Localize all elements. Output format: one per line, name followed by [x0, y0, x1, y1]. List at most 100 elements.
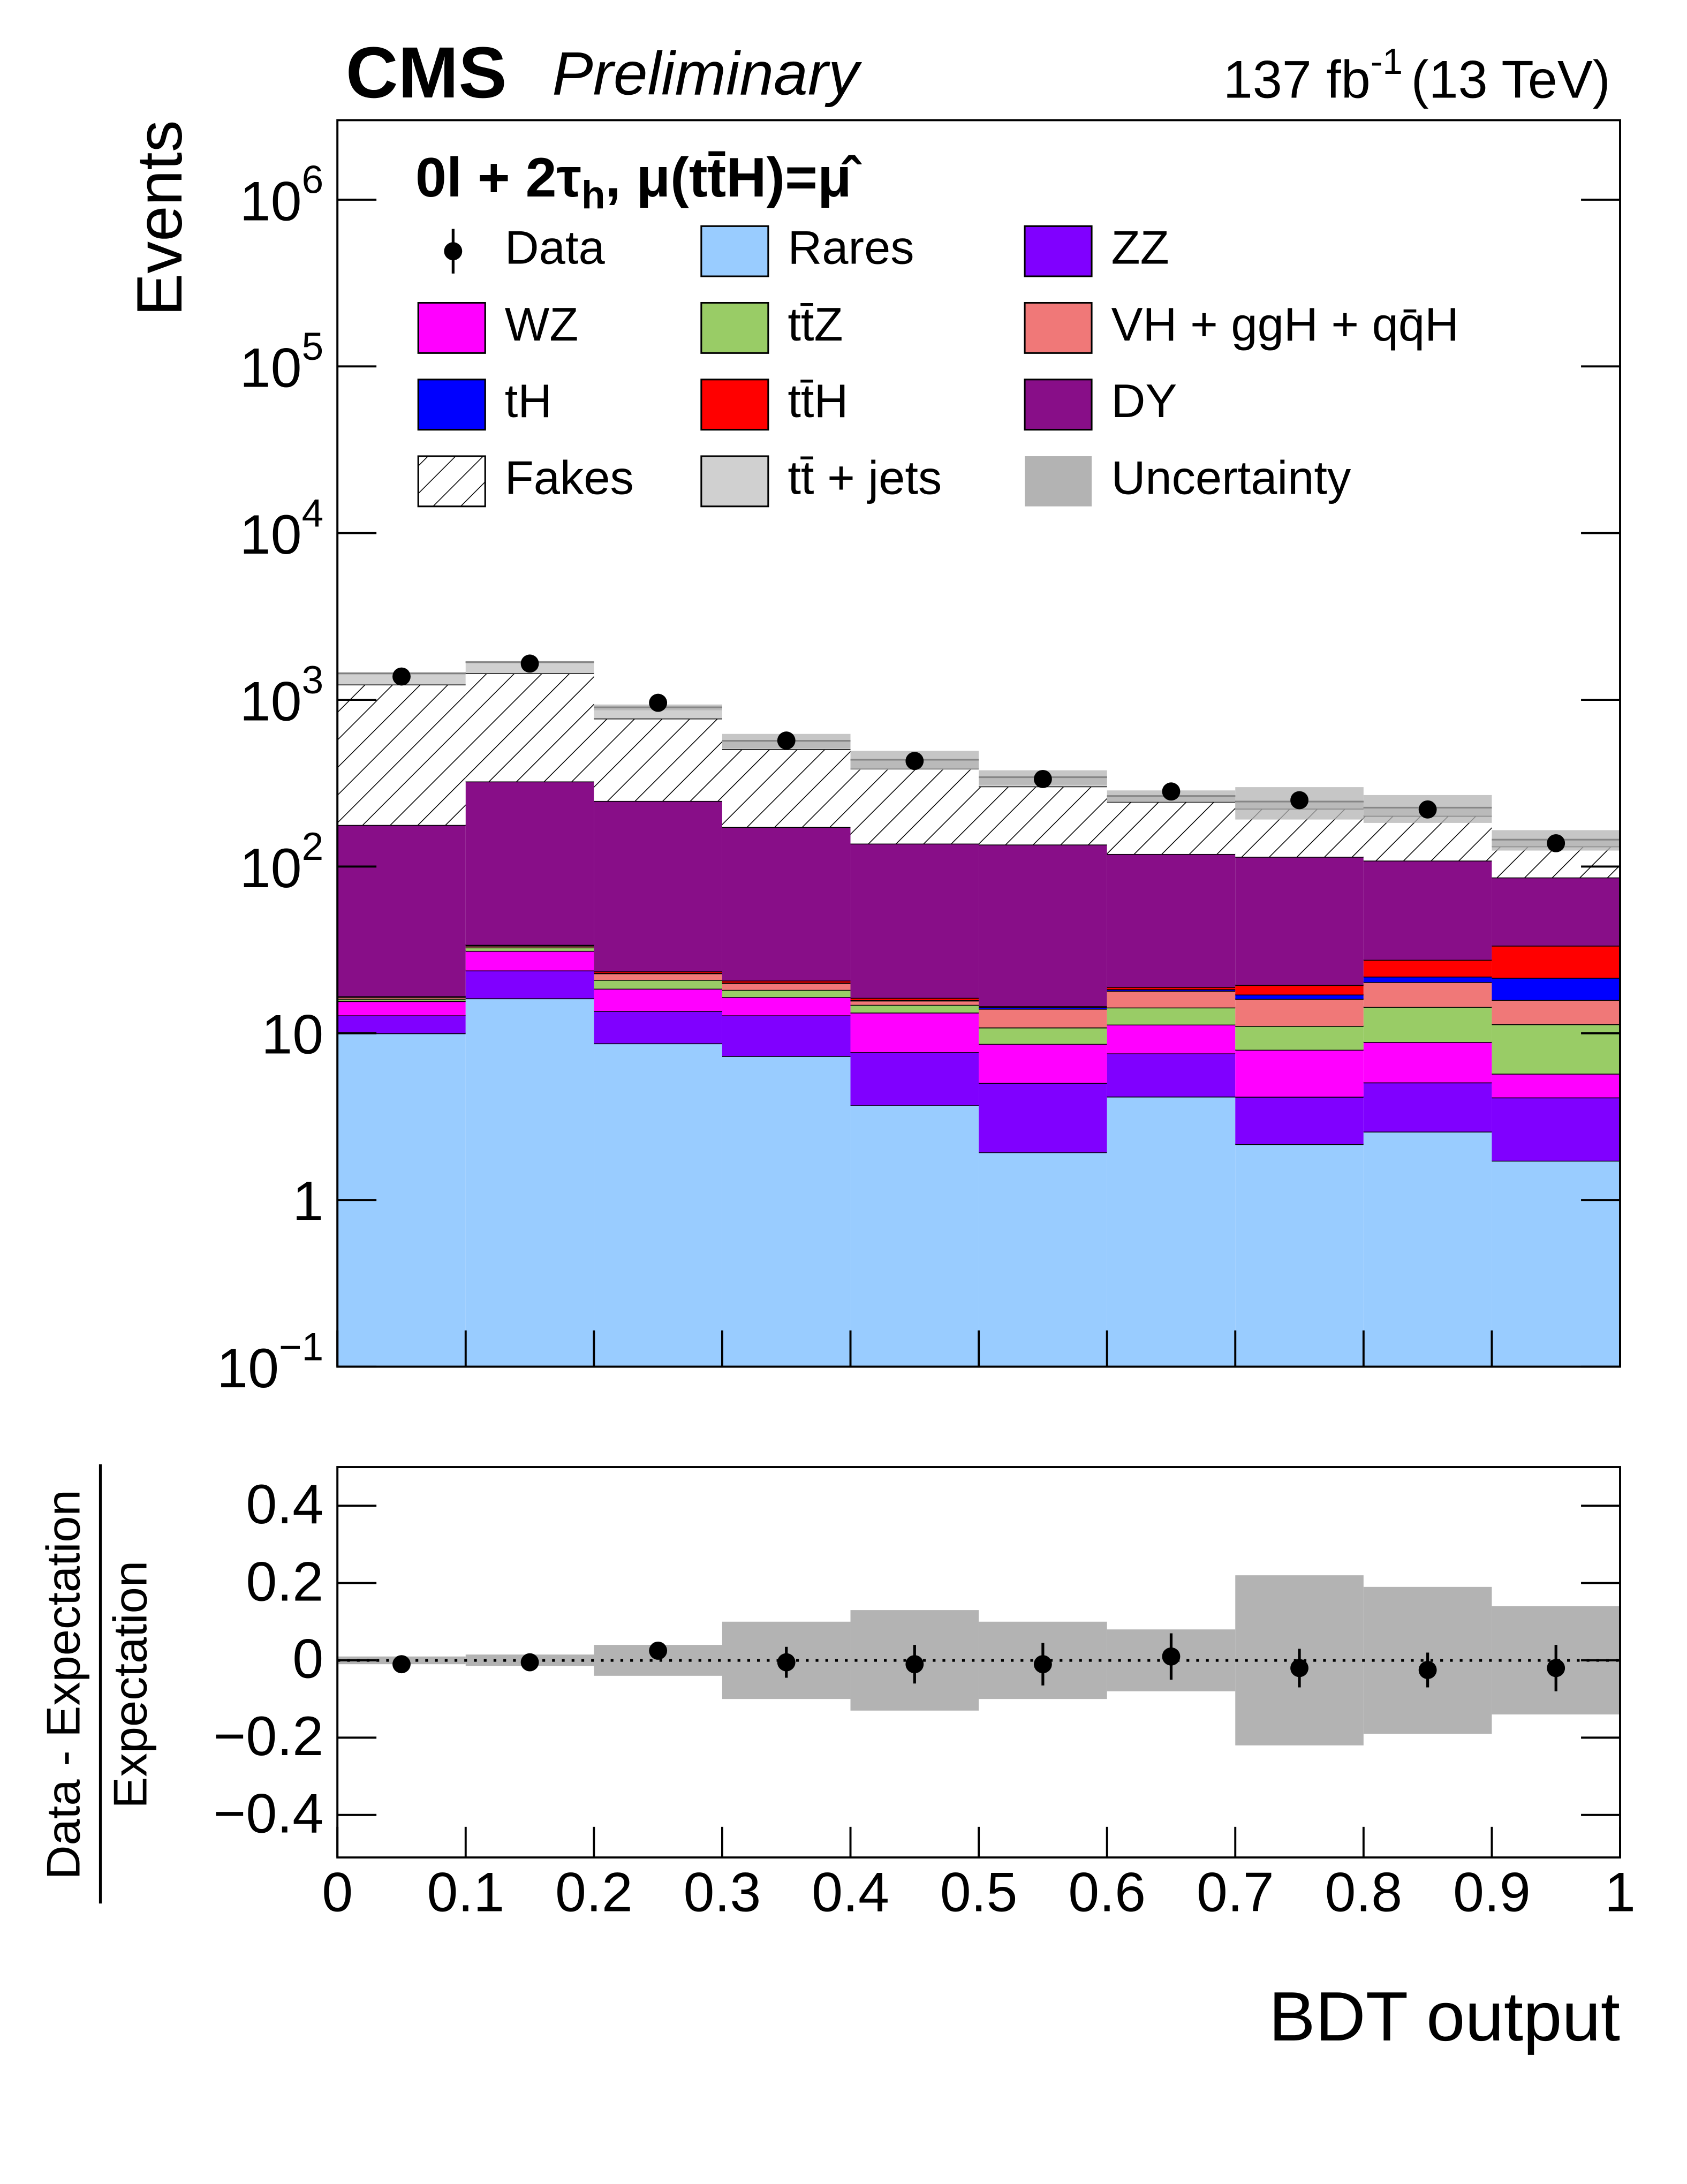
data-point	[520, 654, 539, 673]
stack-segment	[979, 1152, 1107, 1367]
stack-segment	[722, 827, 851, 981]
stack-segment	[1363, 1131, 1492, 1367]
stack-segment	[465, 998, 594, 1367]
stack-segment	[594, 718, 722, 801]
legend-label: ZZ	[1111, 221, 1169, 274]
data-point	[905, 752, 924, 770]
legend-label: tt̄H	[788, 374, 848, 427]
legend-swatch	[700, 301, 769, 354]
data-point	[1033, 770, 1052, 788]
stack-segment	[1363, 815, 1492, 861]
stack-segment	[1492, 1000, 1621, 1025]
stack-segment	[722, 1015, 851, 1056]
stack-segment	[337, 1015, 466, 1033]
x-tick-label: 0.9	[1453, 1862, 1531, 1924]
ratio-point	[1162, 1647, 1181, 1666]
ratio-y-label-numerator: Data - Expectation	[36, 1490, 89, 1879]
stack-segment	[465, 947, 594, 951]
y-tick-label: 10	[261, 1004, 323, 1066]
stack-segment	[1363, 982, 1492, 1007]
stack-segment	[979, 1083, 1107, 1153]
stack-segment	[1107, 853, 1236, 987]
x-tick-label: 1	[1605, 1862, 1636, 1924]
y-tick-base: 10	[240, 170, 302, 232]
stack-segment	[594, 800, 722, 972]
data-point	[649, 693, 668, 712]
stack-segment	[1363, 1042, 1492, 1083]
legend-swatch	[417, 301, 486, 354]
ratio-y-label-denominator: Expectation	[103, 1561, 156, 1809]
data-point	[1290, 791, 1308, 810]
y-tick-base: 10	[217, 1337, 279, 1399]
stack-segment	[1107, 991, 1236, 1008]
stack-segment	[465, 781, 594, 945]
stack-segment	[1107, 1024, 1236, 1054]
category-sub: h	[581, 174, 606, 217]
y-tick-exp: −1	[279, 1326, 323, 1369]
category-label: 0l + 2τh, μ(tt̄H)=μ̂	[415, 147, 862, 217]
lumi: 137 fb-1 (13 TeV)	[1223, 42, 1610, 109]
legend-label: tt̄Z	[788, 298, 843, 351]
y-tick-label: 103	[240, 659, 323, 732]
status: Preliminary	[552, 40, 863, 108]
stack-segment	[465, 950, 594, 971]
stack-segment	[850, 843, 979, 998]
stack-segment	[850, 1052, 979, 1106]
legend-swatch	[417, 379, 486, 431]
y-axis-label: Events	[124, 120, 195, 316]
stack-segment	[1492, 1024, 1621, 1074]
data-point	[1418, 800, 1437, 819]
stack-segment	[850, 1105, 979, 1367]
stack-segment	[1235, 999, 1364, 1026]
stack-segment	[337, 684, 466, 825]
stack-segment	[594, 1011, 722, 1044]
y-tick-base: 10	[240, 837, 302, 899]
stack-segment	[979, 1027, 1107, 1044]
x-axis-label: BDT output	[1269, 1977, 1620, 2055]
stack-segment	[722, 980, 851, 983]
stack-segment	[850, 768, 979, 844]
stack-segment	[1492, 946, 1621, 978]
stack-segment	[850, 1012, 979, 1053]
y-tick-label: 0	[292, 1628, 323, 1690]
stack-segment	[594, 973, 722, 980]
ratio-point	[1418, 1661, 1437, 1679]
stack-segment	[979, 1044, 1107, 1083]
stack-segment	[979, 844, 1107, 1007]
x-tick-label: 0.5	[940, 1862, 1018, 1924]
legend-label: tH	[505, 374, 553, 427]
legend-label: DY	[1111, 374, 1177, 427]
x-tick-label: 0.2	[555, 1862, 633, 1924]
data-point	[1547, 834, 1565, 852]
y-tick-label: 104	[240, 492, 323, 566]
stack-segment	[1107, 1097, 1236, 1367]
legend-swatch	[700, 379, 769, 431]
stack-segment	[465, 970, 594, 999]
stack-segment	[337, 997, 466, 999]
stack-segment	[1235, 985, 1364, 995]
x-tick-label: 0	[322, 1862, 353, 1924]
legend-swatch	[1024, 225, 1093, 277]
y-tick-label: −0.2	[214, 1705, 324, 1767]
x-tick-label: 0.1	[427, 1862, 504, 1924]
stack-segment	[1235, 1097, 1364, 1145]
y-tick-exp: 4	[302, 492, 324, 535]
x-tick-label: 0.4	[812, 1862, 889, 1924]
stack-segment	[1235, 1049, 1364, 1097]
data-point	[392, 667, 411, 686]
y-tick-label: 106	[240, 158, 323, 232]
stack-segment	[979, 786, 1107, 845]
stack-segment	[722, 989, 851, 997]
stack-segment	[1492, 1074, 1621, 1098]
stack-segment	[1107, 1053, 1236, 1097]
stack-segment	[722, 983, 851, 990]
legend-label: VH + ggH + qq̄H	[1111, 298, 1459, 351]
category-post: , μ(tt̄H)=μ̂	[606, 147, 862, 209]
x-tick-label: 0.8	[1325, 1862, 1402, 1924]
stack-segment	[1492, 1097, 1621, 1161]
ratio-point	[1033, 1655, 1052, 1674]
y-tick-label: −0.4	[214, 1782, 324, 1845]
category-text: 0l + 2τ	[415, 147, 581, 209]
